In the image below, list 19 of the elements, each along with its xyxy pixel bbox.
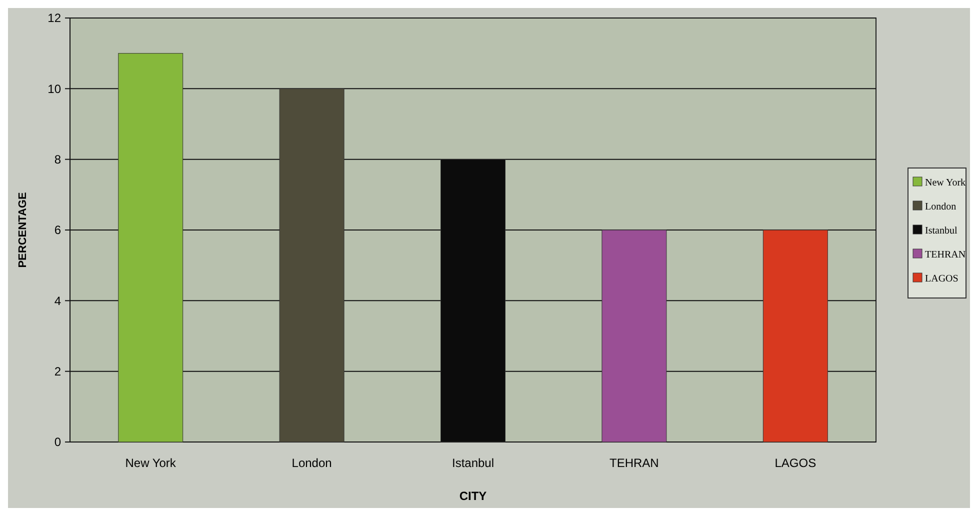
legend-label: Istanbul: [925, 226, 958, 236]
legend-label: LAGOS: [925, 274, 958, 284]
x-tick-label: New York: [125, 456, 177, 470]
x-tick-label: London: [292, 456, 332, 470]
legend-label: London: [925, 202, 956, 212]
x-axis-title: CITY: [459, 489, 487, 503]
x-tick-label: TEHRAN: [610, 456, 659, 470]
y-tick-label: 4: [54, 294, 62, 308]
y-tick-label: 6: [54, 223, 62, 238]
x-tick-label: LAGOS: [774, 456, 816, 470]
y-tick-label: 8: [54, 152, 62, 167]
y-tick-label: 0: [54, 435, 62, 450]
legend-label: TEHRAN: [925, 250, 966, 260]
y-tick-label: 10: [48, 82, 62, 96]
x-tick-label: Istanbul: [452, 456, 494, 470]
legend-label: New York: [925, 178, 966, 188]
y-tick-label: 2: [54, 364, 62, 379]
y-tick-label: 12: [48, 11, 62, 26]
y-axis-title: PERCENTAGE: [17, 192, 29, 268]
